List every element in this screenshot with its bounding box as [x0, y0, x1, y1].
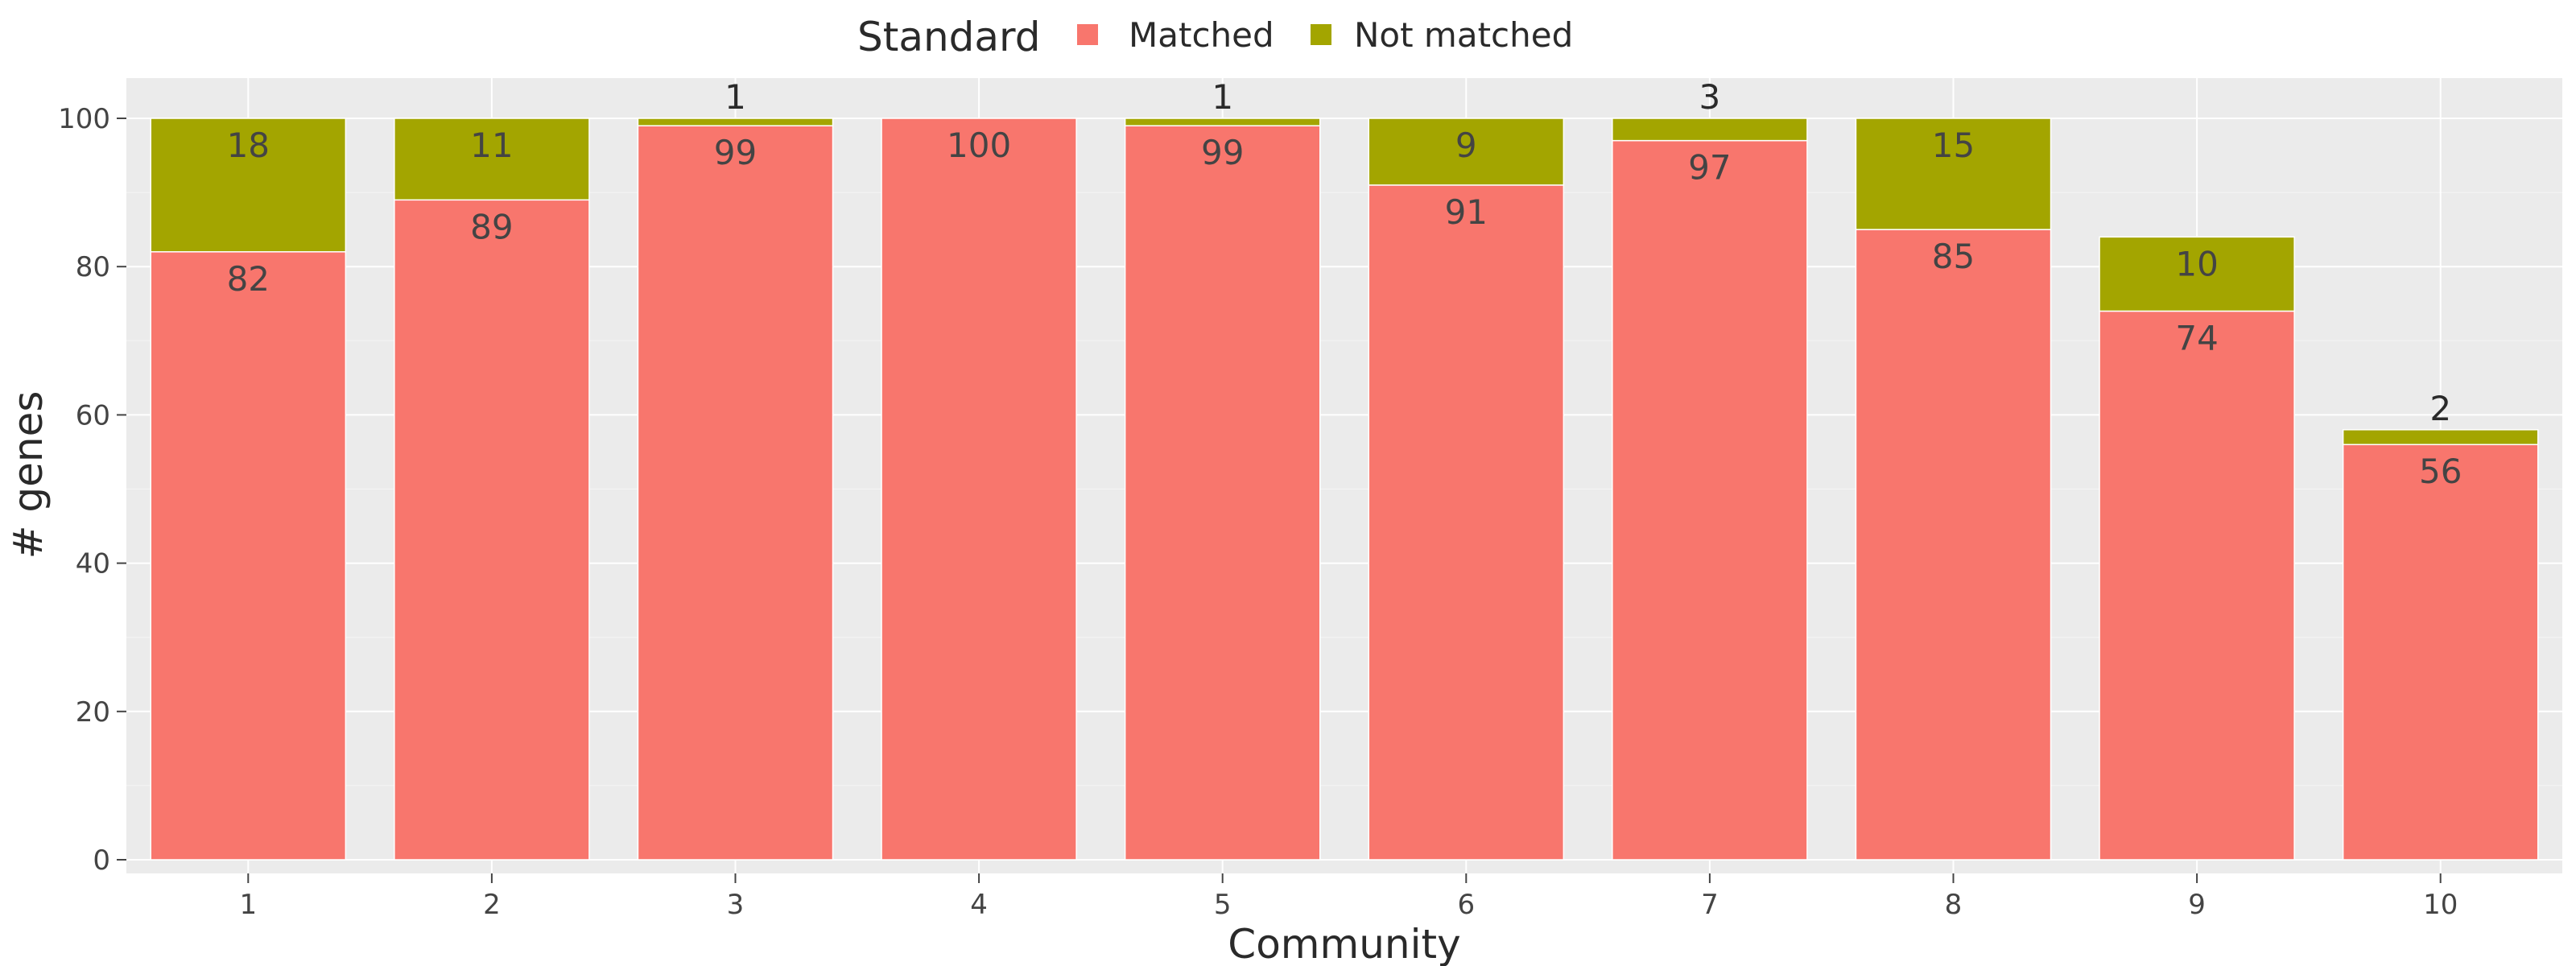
bar-matched-10	[2342, 444, 2539, 861]
legend: Standard Matched Not matched	[857, 14, 1573, 60]
data-label: 9	[1455, 126, 1477, 165]
data-label: 2	[2429, 389, 2451, 428]
bar-not-matched-7	[1612, 118, 1808, 142]
bars	[150, 118, 2539, 861]
legend-label-matched: Matched	[1129, 15, 1274, 55]
y-tick-label: 20	[76, 696, 110, 729]
data-label: 74	[2175, 318, 2218, 357]
x-tick-label: 2	[483, 889, 501, 921]
data-label: 10	[2175, 244, 2218, 283]
y-tick-label: 60	[76, 399, 110, 431]
data-label: 15	[1932, 126, 1975, 165]
x-tick-label: 7	[1701, 889, 1719, 921]
bar-matched-4	[881, 118, 1077, 861]
data-label: 97	[1688, 148, 1731, 188]
x-tick-label: 5	[1214, 889, 1232, 921]
bar-not-matched-2	[394, 118, 590, 201]
data-label: 1	[1212, 77, 1233, 117]
x-axis-title: Community	[1228, 921, 1460, 966]
data-label: 1	[724, 77, 746, 117]
x-tick-label: 6	[1457, 889, 1475, 921]
data-label: 99	[1201, 133, 1244, 172]
legend-label-not-matched: Not matched	[1354, 15, 1573, 55]
data-label: 18	[227, 126, 270, 165]
y-tick-label: 100	[58, 103, 110, 135]
data-label: 11	[470, 126, 513, 165]
data-label: 56	[2419, 452, 2462, 491]
x-tick-label: 10	[2423, 889, 2458, 921]
bar-not-matched-6	[1368, 118, 1565, 186]
bar-matched-5	[1124, 125, 1321, 861]
bar-matched-8	[1855, 229, 2052, 861]
data-label: 91	[1445, 192, 1488, 232]
bar-matched-1	[150, 251, 347, 861]
data-label: 85	[1932, 237, 1975, 276]
bar-not-matched-9	[2099, 236, 2295, 312]
x-tick-label: 8	[1945, 889, 1963, 921]
x-axis: 1 2 3 4 5 6 7 8 9 10	[239, 873, 2458, 921]
data-label: 89	[470, 207, 513, 246]
bar-not-matched-5	[1124, 118, 1321, 126]
y-axis: 0 20 40 60 80 100	[58, 103, 126, 877]
data-label: 99	[714, 133, 757, 172]
bar-not-matched-10	[2342, 429, 2539, 445]
data-labels: 82 18 89 11 99 1 100 99 1 91 9 97 3 85 15 74 10 56 2	[227, 77, 2462, 491]
data-label: 100	[947, 126, 1011, 165]
legend-title: Standard	[857, 14, 1040, 60]
y-tick-label: 40	[76, 548, 110, 580]
bar-matched-9	[2099, 310, 2295, 861]
bar-matched-3	[637, 125, 834, 861]
legend-swatch-not-matched	[1311, 24, 1331, 45]
bar-not-matched-3	[637, 118, 834, 126]
x-tick-label: 3	[727, 889, 745, 921]
data-label: 82	[227, 259, 270, 299]
y-tick-label: 0	[93, 844, 110, 877]
bar-matched-2	[394, 199, 590, 861]
legend-swatch-matched	[1077, 24, 1098, 45]
y-axis-title: # genes	[5, 391, 52, 559]
bar-matched-7	[1612, 139, 1808, 861]
bar-matched-6	[1368, 184, 1565, 861]
x-tick-label: 1	[239, 889, 257, 921]
data-label: 3	[1699, 77, 1721, 117]
bar-not-matched-8	[1855, 118, 2052, 230]
x-tick-label: 9	[2188, 889, 2206, 921]
y-tick-label: 80	[76, 251, 110, 283]
x-tick-label: 4	[970, 889, 988, 921]
bar-not-matched-1	[150, 118, 347, 253]
